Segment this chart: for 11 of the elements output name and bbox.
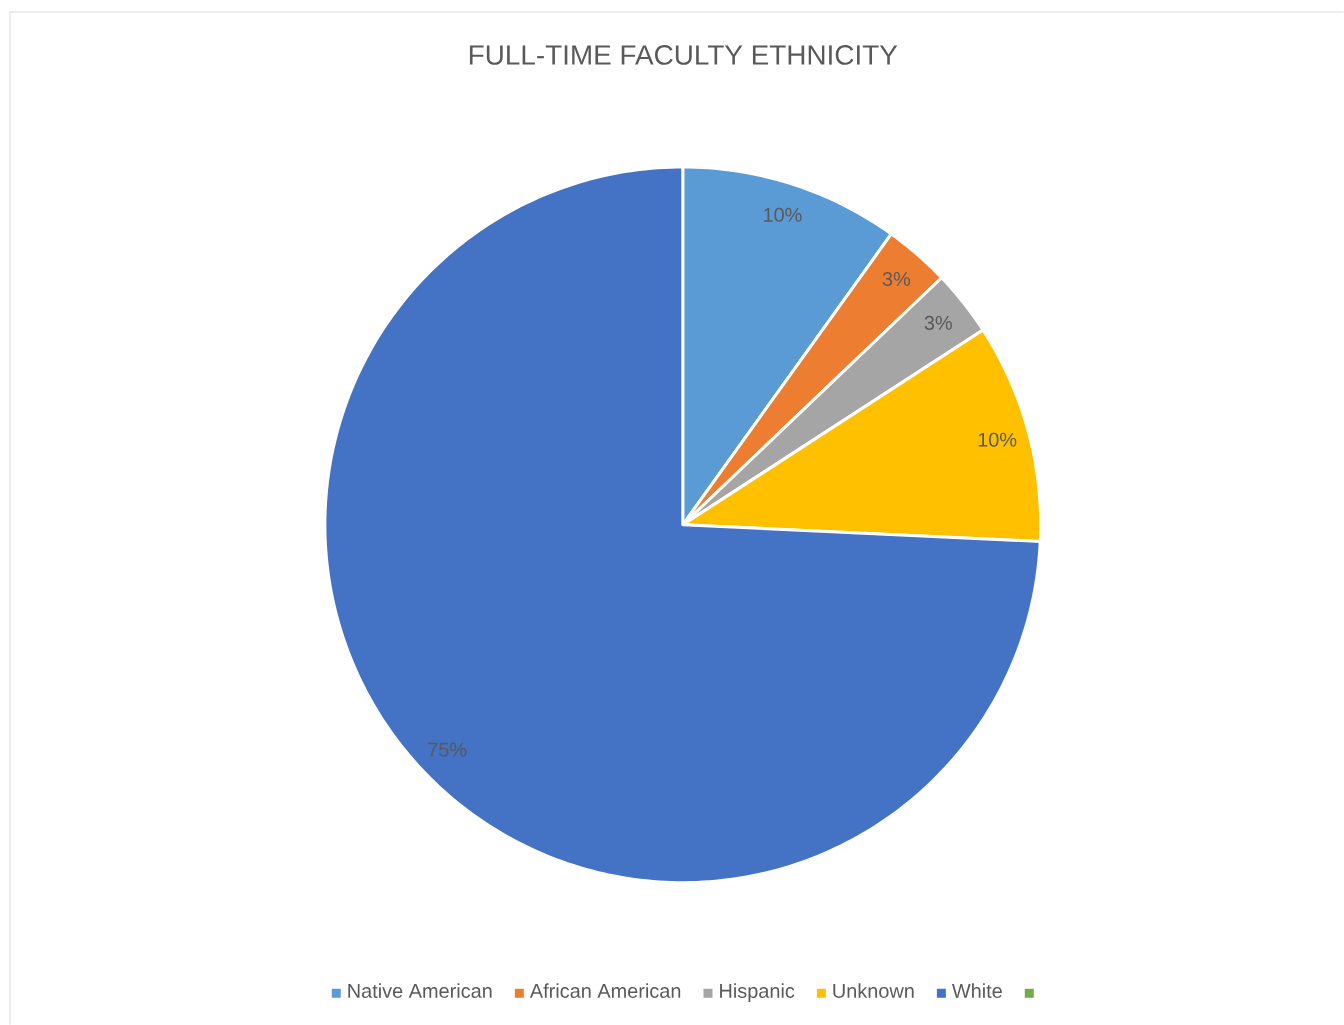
legend-label: Native American bbox=[348, 983, 492, 998]
data-label: 10% bbox=[764, 207, 802, 222]
data-label: 10% bbox=[978, 432, 1017, 447]
data-label: 3% bbox=[882, 271, 911, 286]
legend-label: Hispanic bbox=[720, 983, 795, 1002]
legend-label: White bbox=[951, 983, 1002, 998]
chart-title: FULL-TIME FACULTY ETHNICITY bbox=[469, 45, 898, 65]
legend-label: Unknown bbox=[833, 983, 914, 998]
data-label: 75% bbox=[428, 742, 467, 757]
data-label: 3% bbox=[924, 315, 952, 330]
legend-label: African American bbox=[529, 983, 681, 998]
